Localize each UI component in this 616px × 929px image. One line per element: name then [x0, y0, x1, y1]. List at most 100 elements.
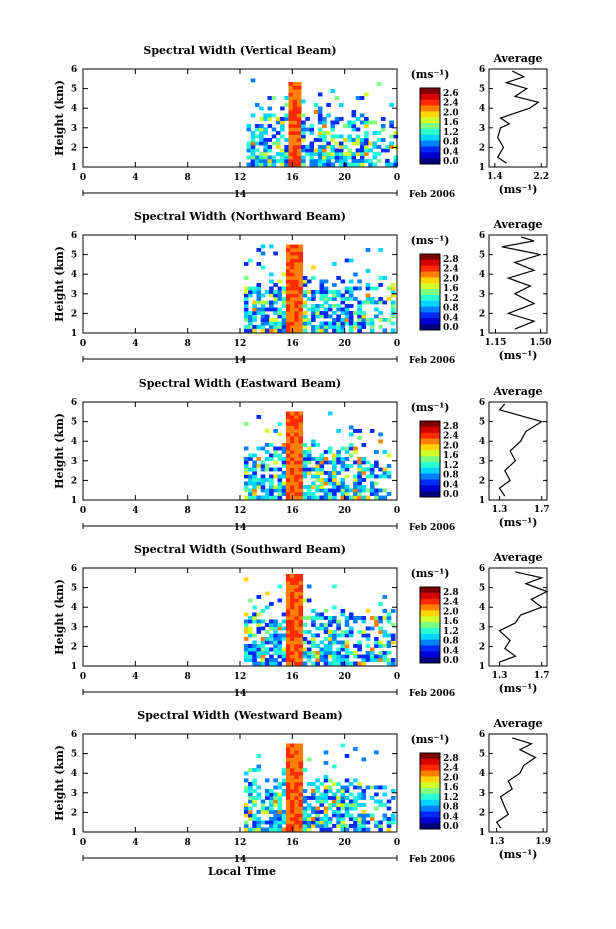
heatmap-cell	[351, 141, 357, 146]
heatmap-cell	[296, 152, 302, 156]
heatmap-cell	[340, 824, 346, 828]
average-x-tick-label: 1.7	[534, 671, 550, 681]
heatmap-cell	[319, 654, 325, 659]
colorbar-tick-label: 1.2	[443, 793, 459, 803]
heatmap-cell	[273, 630, 278, 634]
heatmap-cell	[243, 612, 249, 617]
heatmap-cell	[382, 644, 388, 648]
heatmap-cell	[271, 127, 277, 132]
average-title: Average	[492, 52, 542, 65]
average-x-tick-label: 2.2	[533, 172, 549, 182]
heatmap-cell	[361, 619, 367, 624]
heatmap-cell	[365, 609, 371, 613]
heatmap-cell	[302, 810, 308, 814]
heatmap-cell	[374, 785, 379, 790]
heatmap-cell	[273, 637, 278, 641]
colorbar-swatch	[420, 639, 440, 646]
heatmap-cell	[290, 633, 295, 638]
heatmap-cell	[256, 764, 262, 769]
heatmap-cell	[369, 817, 375, 821]
colorbar-swatch	[420, 450, 440, 457]
heatmap-cell	[353, 644, 358, 648]
heatmap-cell	[298, 602, 304, 606]
heatmap-cell	[285, 418, 291, 423]
heatmap-cell	[294, 318, 299, 322]
heatmap-cell	[248, 782, 253, 786]
heatmap-cell	[298, 290, 304, 294]
heatmap-cell	[273, 647, 278, 652]
heatmap-cell	[347, 134, 352, 139]
heatmap-cell	[315, 616, 320, 620]
heatmap-cell	[311, 276, 316, 280]
heatmap-cell	[273, 820, 278, 825]
heatmap-cell	[323, 321, 329, 326]
heatmap-cell	[344, 318, 350, 322]
heatmap-cell	[311, 792, 316, 797]
heatmap-cell	[281, 626, 287, 631]
colorbar-swatch	[420, 277, 440, 284]
heatmap-cell	[357, 279, 362, 284]
heatmap-cell	[315, 785, 320, 790]
heatmap-cell	[322, 162, 327, 167]
heatmap-cell	[390, 283, 396, 287]
heatmap-cell	[378, 300, 383, 305]
colorbar-tick-label: 2.8	[443, 255, 459, 265]
x-tick-label: 20	[338, 173, 351, 183]
heatmap-cell	[273, 619, 278, 624]
heatmap-cell	[280, 152, 285, 156]
heatmap-cell	[290, 609, 295, 613]
heatmap-cell	[298, 595, 304, 599]
heatmap-cell	[290, 764, 295, 769]
heatmap-cell	[273, 785, 278, 790]
heatmap-cell	[357, 654, 362, 659]
heatmap-cell	[275, 117, 281, 121]
heatmap-cell	[264, 290, 270, 294]
heatmap-cell	[386, 806, 392, 811]
heatmap-cell	[302, 651, 308, 655]
heatmap-cell	[315, 778, 320, 783]
heatmap-cell	[357, 311, 362, 315]
heatmap-cell	[285, 658, 291, 662]
heatmap-cell	[365, 637, 371, 641]
average-line	[495, 737, 537, 829]
heatmap-cell	[294, 262, 299, 266]
heatmap-cell	[298, 283, 304, 287]
heatmap-cell	[351, 159, 357, 163]
heatmap-cell	[317, 110, 323, 114]
heatmap-cell	[290, 276, 295, 280]
heatmap-cell	[294, 415, 299, 419]
heatmap-cell	[277, 810, 283, 814]
heatmap-cell	[369, 474, 375, 479]
heatmap-cell	[382, 474, 388, 479]
heatmap-cell	[386, 619, 392, 624]
heatmap-cell	[376, 145, 382, 149]
heatmap-cell	[294, 460, 299, 465]
heatmap-cell	[288, 120, 294, 125]
heatmap-cell	[277, 661, 283, 666]
heatmap-cell	[298, 661, 304, 666]
colorbar-swatch	[420, 811, 440, 818]
heatmap-cell	[269, 318, 274, 322]
heatmap-cell	[285, 754, 291, 758]
colorbar-swatch	[420, 592, 440, 599]
heatmap-cell	[323, 637, 329, 641]
heatmap-cell	[285, 262, 291, 266]
heatmap-cell	[277, 633, 283, 638]
heatmap-cell	[277, 446, 283, 451]
heatmap-cell	[294, 411, 299, 416]
average-line	[498, 403, 544, 497]
heatmap-cell	[327, 460, 333, 465]
heatmap-cell	[332, 792, 337, 797]
heatmap-cell	[306, 824, 312, 828]
heatmap-cell	[273, 778, 278, 783]
heatmap-cell	[315, 460, 320, 465]
heatmap-cell	[306, 290, 312, 294]
heatmap-cell	[336, 321, 341, 326]
heatmap-cell	[290, 654, 295, 659]
colorbar-swatch	[420, 324, 440, 331]
heatmap-cell	[390, 789, 396, 793]
heatmap-cell	[332, 262, 337, 266]
heatmap-cell	[336, 654, 341, 659]
heatmap-cell	[273, 658, 278, 662]
